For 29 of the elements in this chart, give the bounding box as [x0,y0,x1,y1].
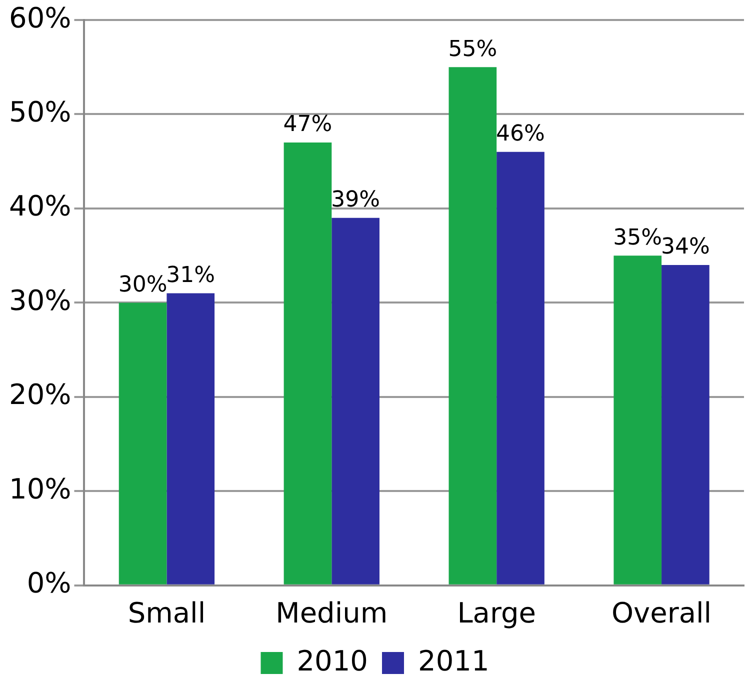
y-tick-label: 0% [26,566,72,600]
x-tick-label: Large [457,596,536,630]
data-label: 35% [613,225,662,250]
bar [284,142,332,584]
bar [614,256,662,584]
y-tick-label: 20% [9,378,72,412]
data-label: 55% [448,36,498,62]
bar [332,218,380,584]
bar [496,152,544,584]
data-label: 46% [496,122,545,147]
legend-label: 2010 [296,644,368,678]
data-label: 39% [331,188,380,213]
bar [118,302,167,584]
data-label: 31% [166,262,216,288]
bar [662,265,710,584]
data-label: 30% [118,272,168,298]
y-tick-label: 10% [9,472,72,506]
y-tick-label: 40% [9,190,72,223]
y-tick-label: 50% [9,96,72,129]
bar [448,67,497,584]
bar [166,293,215,584]
data-label: 34% [660,234,710,260]
x-tick-label: Overall [611,596,712,630]
x-tick-label: Medium [276,596,388,630]
x-tick-label: Small [128,596,206,630]
y-tick-label: 60% [9,1,72,34]
y-tick-label: 30% [9,284,72,317]
data-label: 47% [283,112,332,138]
legend-label: 2011 [418,644,490,678]
